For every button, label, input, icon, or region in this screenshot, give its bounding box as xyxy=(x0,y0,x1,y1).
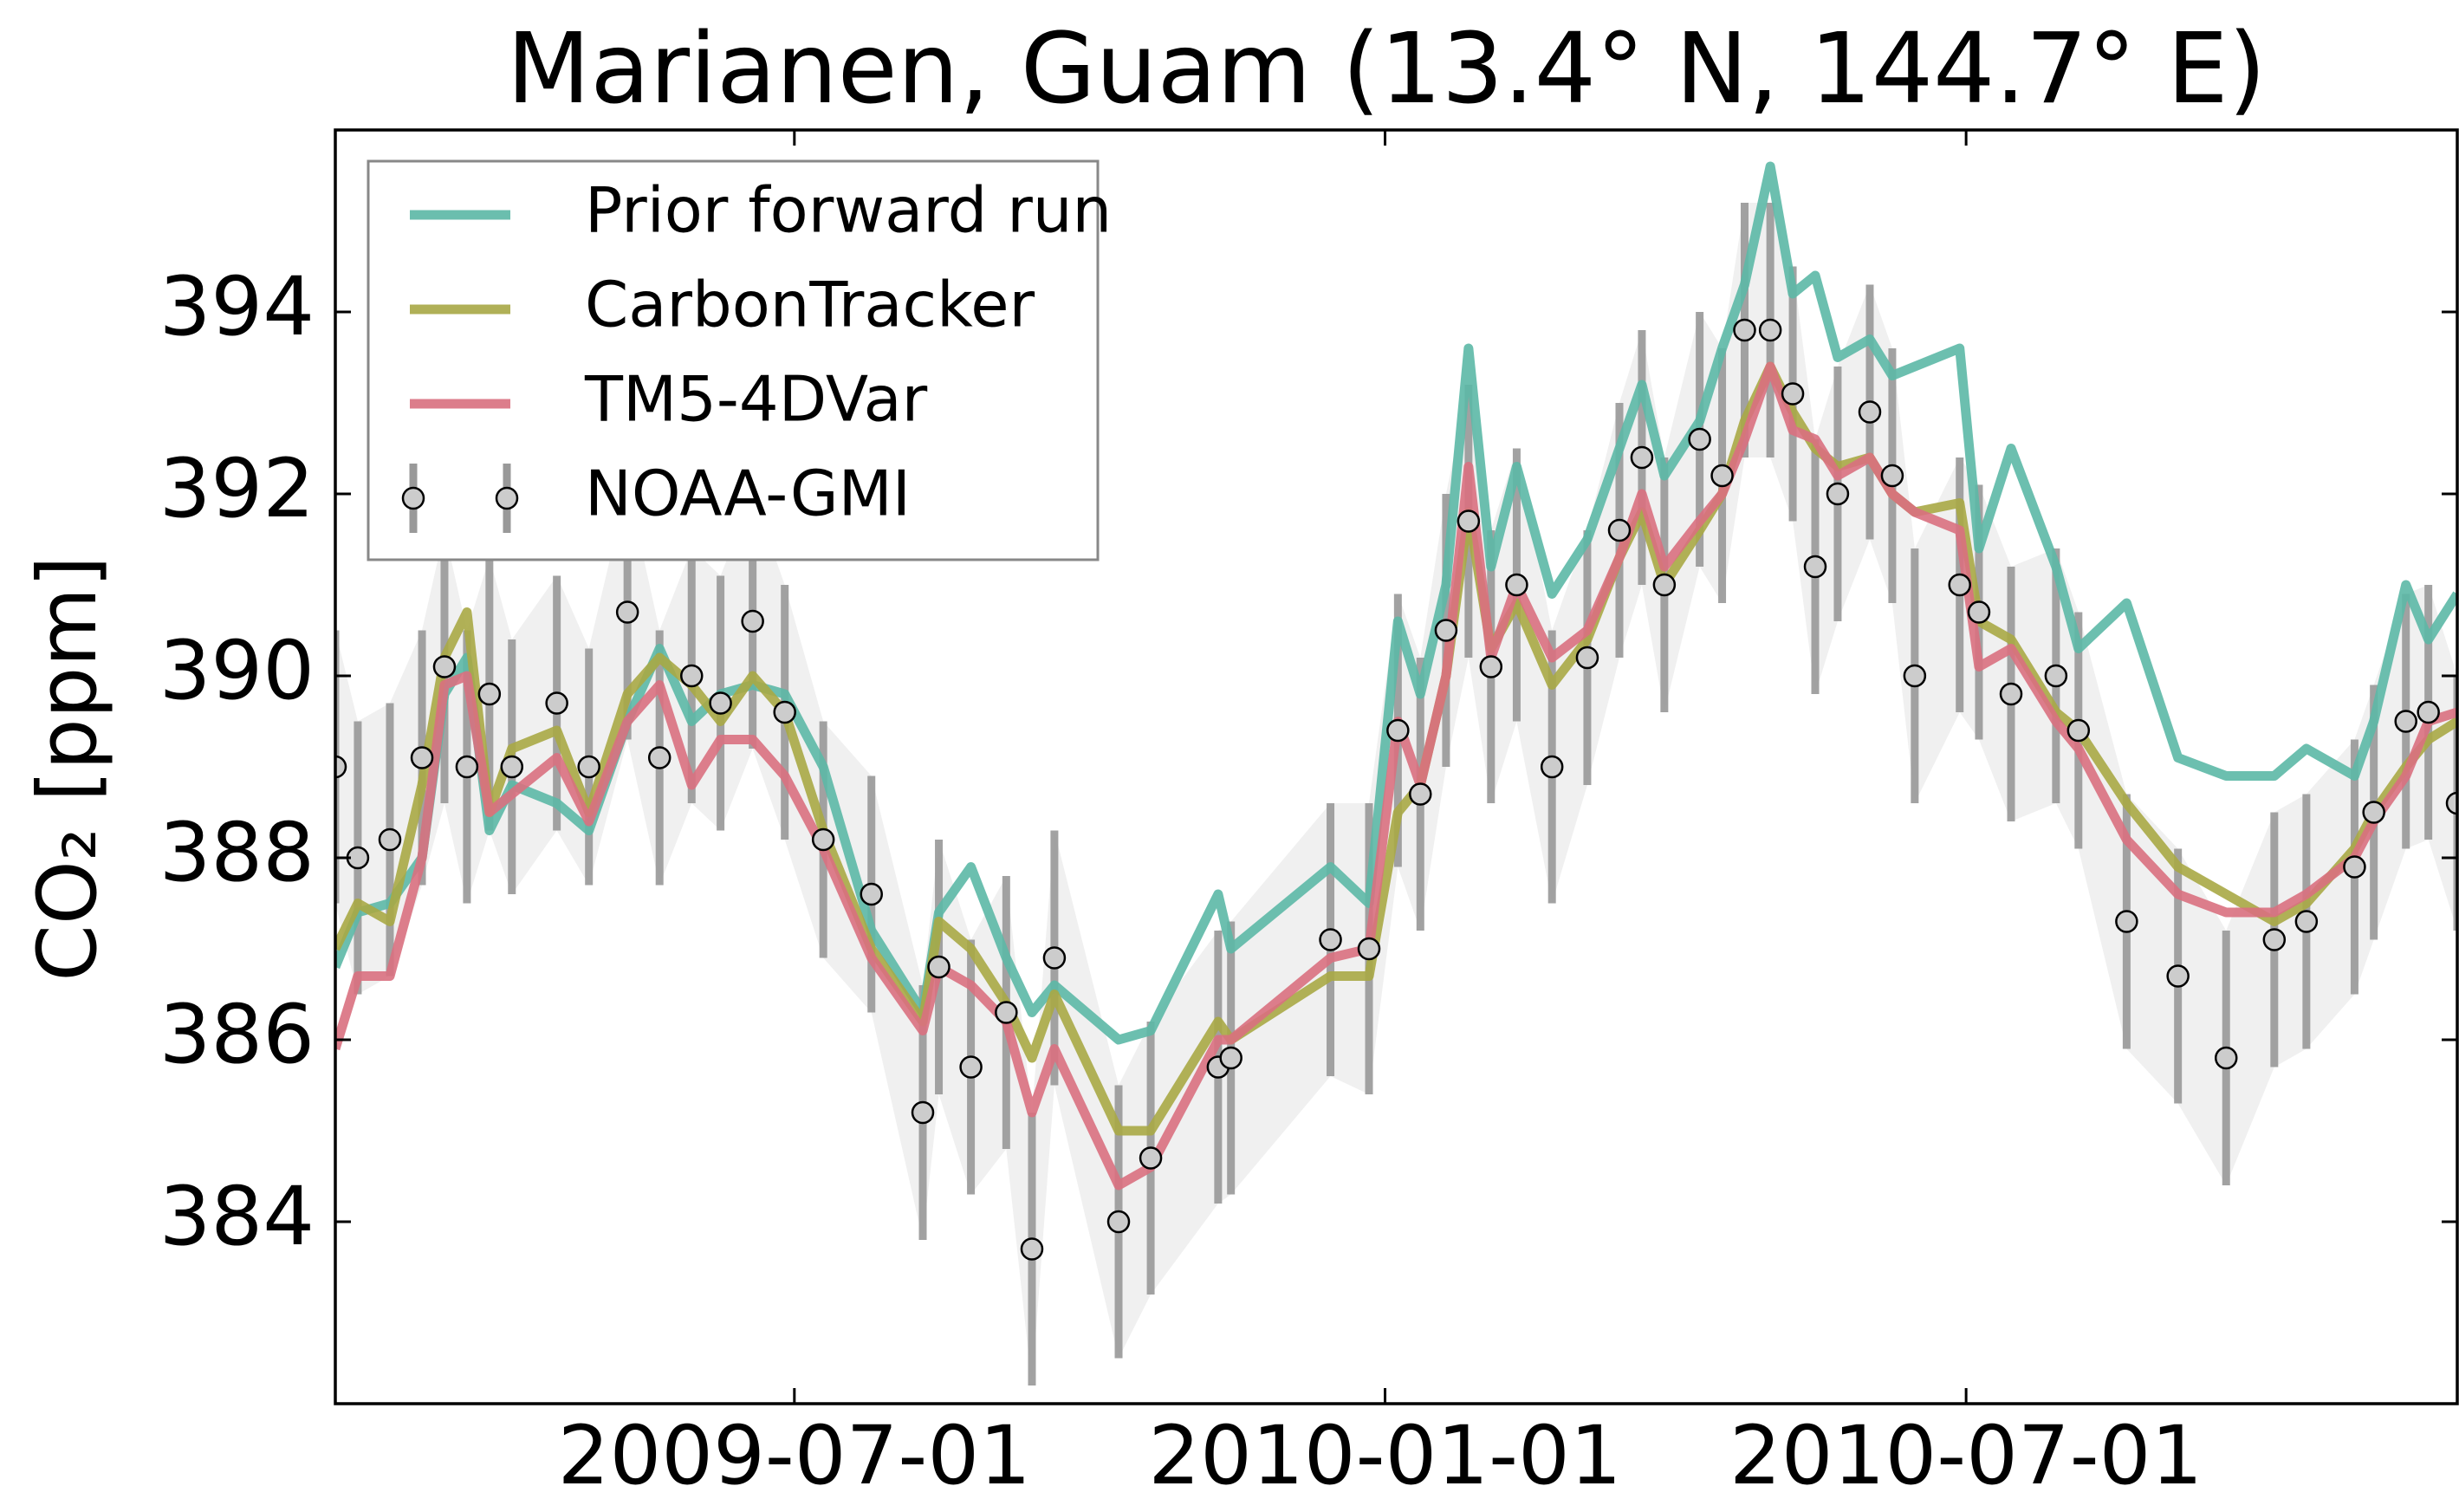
observation-point xyxy=(2262,928,2287,951)
observation-point xyxy=(455,755,479,779)
observation-point xyxy=(680,664,704,688)
observation-point xyxy=(1733,318,1756,342)
legend-marker xyxy=(401,486,425,510)
observation-point xyxy=(1219,1046,1242,1070)
y-tick-label: 386 xyxy=(159,988,315,1082)
y-tick-label: 390 xyxy=(159,624,315,718)
observation-point xyxy=(1826,482,1850,506)
x-tick-label: 2010-07-01 xyxy=(1729,1409,2203,1503)
legend-label: CarbonTracker xyxy=(585,269,1035,341)
observation-point xyxy=(1357,937,1381,961)
observation-point xyxy=(1540,755,1564,779)
legend-box xyxy=(367,159,1100,561)
y-axis-label: CO₂ [ppm] xyxy=(21,555,115,981)
legend-label: NOAA-GMI xyxy=(585,457,911,530)
observation-point xyxy=(2294,910,2319,933)
observation-point xyxy=(2394,710,2417,733)
observation-point xyxy=(1575,646,1599,670)
observation-point xyxy=(1042,946,1067,970)
observation-point xyxy=(1020,1237,1044,1261)
observation-point xyxy=(1457,509,1481,533)
observation-point xyxy=(1106,1210,1131,1234)
observation-point xyxy=(709,691,732,715)
plot-area xyxy=(335,161,2457,1385)
legend: Prior forward run CarbonTracker TM5-4DVar N… xyxy=(367,159,1112,561)
observation-point xyxy=(1434,619,1458,642)
observation-point xyxy=(927,955,951,979)
observation-point xyxy=(1967,600,1991,624)
observation-point xyxy=(432,655,457,678)
observation-point xyxy=(1505,573,1528,597)
observation-point xyxy=(811,827,835,852)
plot-frame xyxy=(334,128,2459,1405)
x-tick-label: 2009-07-01 xyxy=(558,1409,1031,1503)
observation-point xyxy=(1386,718,1410,743)
observation-point xyxy=(1409,782,1432,806)
observation-point xyxy=(1803,555,1827,579)
observation-point xyxy=(335,755,347,779)
observation-point xyxy=(410,746,434,769)
observation-point xyxy=(2166,964,2190,988)
observation-point xyxy=(1319,928,1342,951)
observation-point xyxy=(2417,700,2440,724)
observation-point xyxy=(1903,664,1927,688)
observation-point xyxy=(995,1001,1018,1024)
y-tick-label: 392 xyxy=(159,442,315,536)
legend-label: Prior forward run xyxy=(585,174,1112,247)
observation-point xyxy=(1880,464,1904,488)
legend-label: TM5-4DVar xyxy=(584,363,928,436)
observation-point xyxy=(1607,518,1632,542)
observation-point xyxy=(545,691,568,715)
chart-title: Marianen, Guam (13.4° N, 144.7° E) xyxy=(507,13,2267,126)
observation-point xyxy=(1781,382,1805,406)
observation-point xyxy=(2362,801,2385,824)
observation-point xyxy=(1758,318,1782,342)
observation-point xyxy=(647,746,672,769)
observation-point xyxy=(615,600,639,624)
y-tick-label: 384 xyxy=(159,1170,315,1264)
observation-point xyxy=(2044,664,2068,688)
observation-point xyxy=(477,682,502,706)
observation-point xyxy=(1710,464,1734,488)
observation-point xyxy=(773,700,796,724)
legend-marker xyxy=(495,486,519,510)
observation-point xyxy=(1688,427,1711,451)
observation-point xyxy=(1652,573,1677,597)
observation-point xyxy=(1630,445,1654,470)
observation-point xyxy=(2445,791,2457,815)
observation-point xyxy=(2214,1046,2238,1070)
y-tick-label: 388 xyxy=(159,806,315,900)
observation-point xyxy=(959,1055,983,1079)
observation-point xyxy=(2066,718,2091,743)
observation-point xyxy=(1948,573,1971,597)
observation-point xyxy=(577,755,600,779)
observation-point xyxy=(741,609,764,633)
x-tick-label: 2010-01-01 xyxy=(1148,1409,1621,1503)
observation-point xyxy=(860,882,883,906)
series-line xyxy=(335,361,2457,1191)
observation-point xyxy=(1139,1146,1163,1170)
observation-point xyxy=(1858,400,1882,424)
observation-point xyxy=(911,1100,935,1125)
observation-point xyxy=(2343,855,2366,879)
observation-point xyxy=(500,755,524,779)
observation-point xyxy=(378,827,402,852)
y-tick-label: 394 xyxy=(159,260,315,354)
observation-point xyxy=(1479,655,1503,678)
observation-point xyxy=(2115,910,2138,933)
observation-point xyxy=(1999,682,2023,706)
